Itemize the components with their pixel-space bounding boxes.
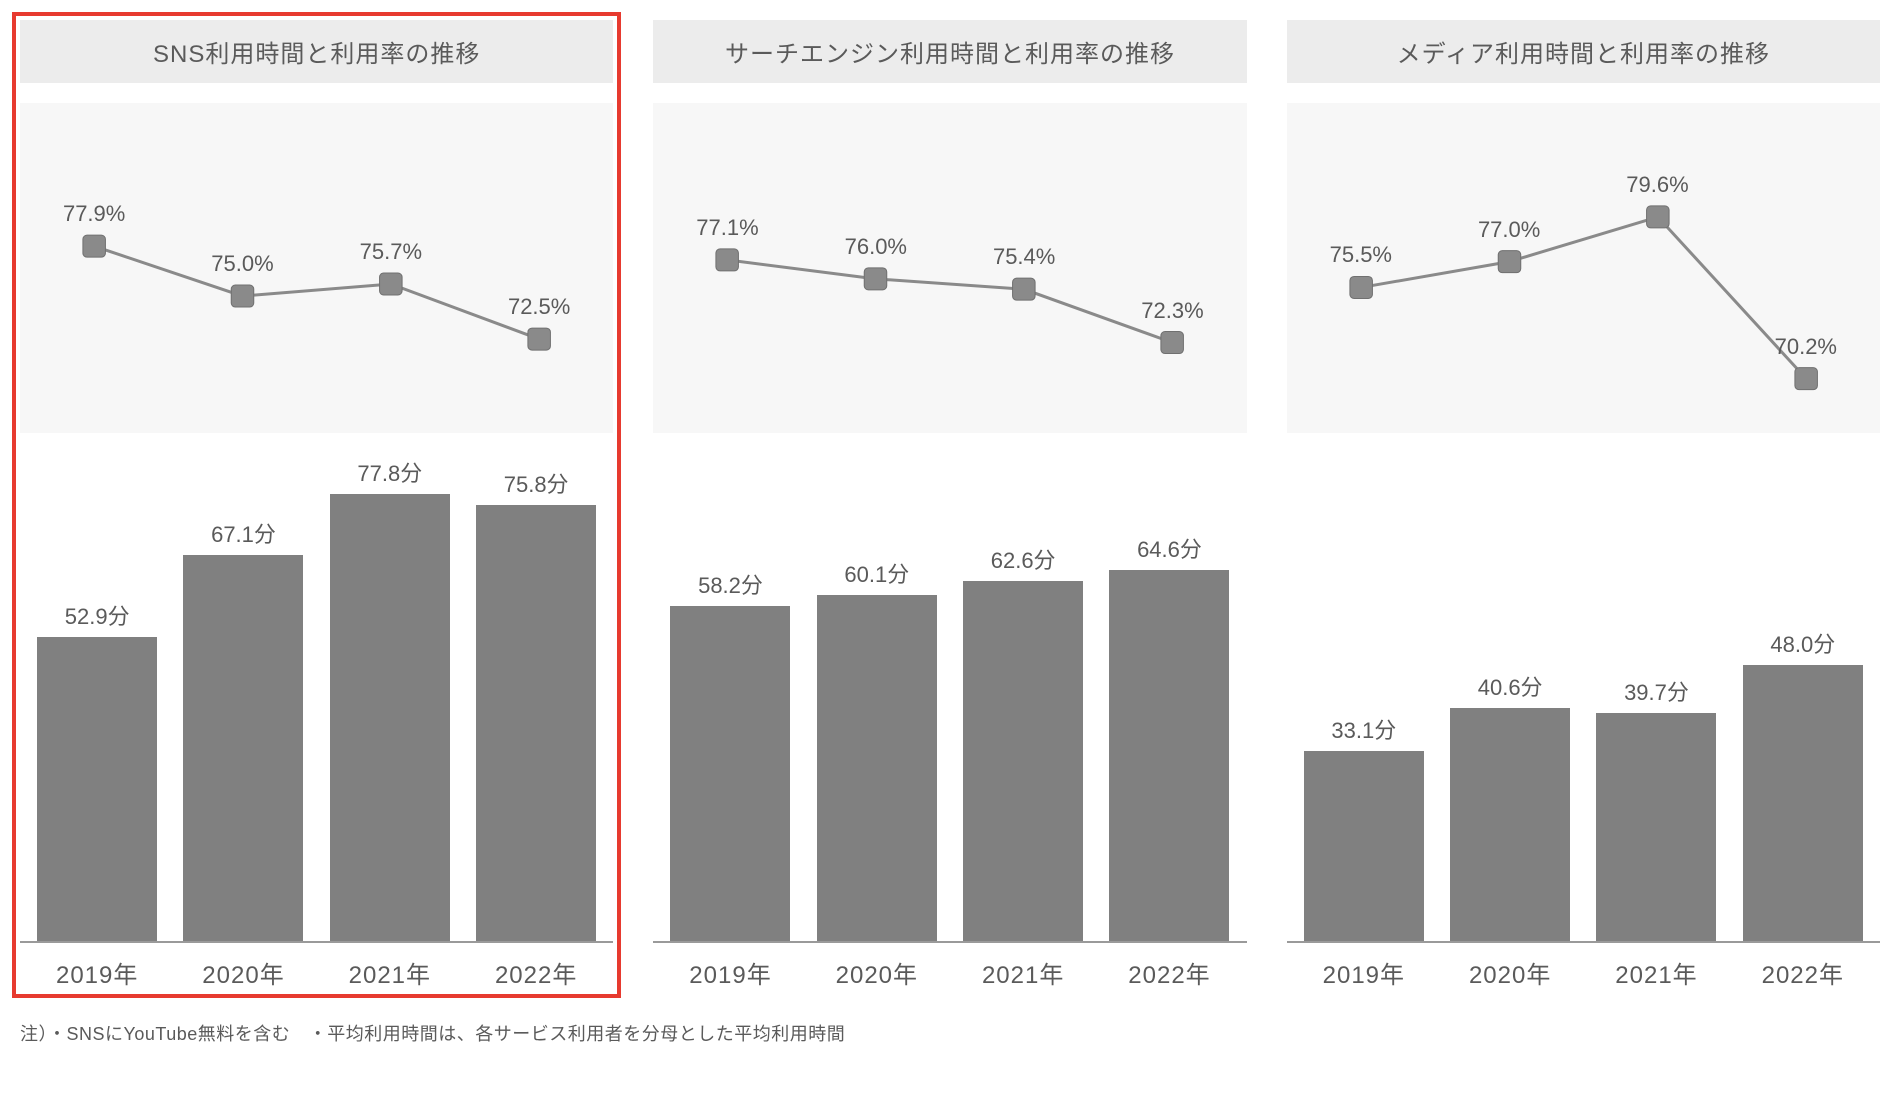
panel-title: SNS利用時間と利用率の推移 bbox=[20, 20, 613, 83]
bar-value-label: 67.1分 bbox=[211, 517, 276, 549]
line-marker bbox=[865, 268, 888, 290]
line-marker bbox=[1498, 251, 1521, 273]
x-axis-label: 2020年 bbox=[804, 955, 950, 990]
x-axis-label: 2021年 bbox=[1583, 955, 1729, 990]
line-value-label: 77.0% bbox=[1478, 217, 1540, 243]
line-marker bbox=[380, 273, 403, 295]
bar-column: 40.6分 bbox=[1437, 443, 1583, 941]
bar-value-label: 60.1分 bbox=[844, 557, 909, 589]
line-value-label: 75.0% bbox=[211, 251, 273, 277]
bar-column: 77.8分 bbox=[317, 443, 463, 941]
bar-rect bbox=[817, 595, 937, 941]
bar-value-label: 52.9分 bbox=[65, 599, 130, 631]
bar-rect bbox=[1450, 708, 1570, 941]
bar-chart: 33.1分 40.6分 39.7分 48.0分 bbox=[1287, 443, 1880, 943]
bar-value-label: 58.2分 bbox=[698, 568, 763, 600]
line-chart: 77.1% 76.0% 75.4% 72.3% bbox=[653, 103, 1246, 433]
x-axis-label: 2022年 bbox=[463, 955, 609, 990]
x-axis: 2019年2020年2021年2022年 bbox=[1287, 943, 1880, 990]
panels-container: SNS利用時間と利用率の推移 77.9% 75.0% 75.7% 72.5% 52.9分 6… bbox=[20, 20, 1880, 990]
line-value-label: 76.0% bbox=[845, 234, 907, 260]
x-axis-label: 2019年 bbox=[1291, 955, 1437, 990]
line-value-label: 75.4% bbox=[993, 244, 1055, 270]
bar-column: 75.8分 bbox=[463, 443, 609, 941]
line-marker bbox=[528, 328, 551, 350]
bar-column: 39.7分 bbox=[1583, 443, 1729, 941]
x-axis-label: 2019年 bbox=[657, 955, 803, 990]
bar-column: 60.1分 bbox=[804, 443, 950, 941]
line-value-label: 75.5% bbox=[1330, 242, 1392, 268]
bar-rect bbox=[476, 505, 596, 941]
line-value-label: 72.5% bbox=[508, 294, 570, 320]
bar-column: 33.1分 bbox=[1291, 443, 1437, 941]
bar-rect bbox=[330, 494, 450, 941]
bar-rect bbox=[1596, 713, 1716, 941]
bar-rect bbox=[1743, 665, 1863, 941]
bar-value-label: 33.1分 bbox=[1331, 713, 1396, 745]
panel-title: サーチエンジン利用時間と利用率の推移 bbox=[653, 20, 1246, 83]
bar-value-label: 77.8分 bbox=[357, 456, 422, 488]
x-axis-label: 2020年 bbox=[170, 955, 316, 990]
bar-value-label: 48.0分 bbox=[1770, 627, 1835, 659]
x-axis: 2019年2020年2021年2022年 bbox=[653, 943, 1246, 990]
panel-title: メディア利用時間と利用率の推移 bbox=[1287, 20, 1880, 83]
bar-column: 64.6分 bbox=[1096, 443, 1242, 941]
bar-column: 62.6分 bbox=[950, 443, 1096, 941]
line-marker bbox=[1646, 206, 1669, 228]
line-marker bbox=[716, 249, 739, 271]
bar-value-label: 40.6分 bbox=[1478, 670, 1543, 702]
x-axis-label: 2022年 bbox=[1096, 955, 1242, 990]
bar-column: 52.9分 bbox=[24, 443, 170, 941]
line-chart: 75.5% 77.0% 79.6% 70.2% bbox=[1287, 103, 1880, 433]
panel-search: サーチエンジン利用時間と利用率の推移 77.1% 76.0% 75.4% 72.3% 58… bbox=[653, 20, 1246, 990]
bar-rect bbox=[37, 637, 157, 941]
line-marker bbox=[1161, 332, 1184, 354]
x-axis-label: 2022年 bbox=[1730, 955, 1876, 990]
panel-media: メディア利用時間と利用率の推移 75.5% 77.0% 79.6% 70.2% 33.1分… bbox=[1287, 20, 1880, 990]
x-axis-label: 2021年 bbox=[317, 955, 463, 990]
bar-rect bbox=[963, 581, 1083, 941]
line-marker bbox=[1013, 278, 1036, 300]
line-value-label: 77.9% bbox=[63, 201, 125, 227]
line-value-label: 79.6% bbox=[1626, 172, 1688, 198]
panel-sns: SNS利用時間と利用率の推移 77.9% 75.0% 75.7% 72.5% 52.9分 6… bbox=[12, 12, 621, 998]
line-value-label: 75.7% bbox=[360, 239, 422, 265]
bar-chart: 52.9分 67.1分 77.8分 75.8分 bbox=[20, 443, 613, 943]
bar-rect bbox=[1109, 570, 1229, 941]
bar-rect bbox=[1304, 751, 1424, 941]
line-marker bbox=[83, 235, 106, 257]
bar-value-label: 75.8分 bbox=[504, 467, 569, 499]
bar-column: 67.1分 bbox=[170, 443, 316, 941]
footnote: 注）・SNSにYouTube無料を含む ・平均利用時間は、各サービス利用者を分母… bbox=[20, 1020, 1880, 1046]
line-value-label: 72.3% bbox=[1141, 298, 1203, 324]
bar-value-label: 39.7分 bbox=[1624, 675, 1689, 707]
bar-value-label: 62.6分 bbox=[991, 543, 1056, 575]
x-axis-label: 2019年 bbox=[24, 955, 170, 990]
bar-column: 58.2分 bbox=[657, 443, 803, 941]
bar-rect bbox=[183, 555, 303, 941]
bar-value-label: 64.6分 bbox=[1137, 532, 1202, 564]
x-axis-label: 2021年 bbox=[950, 955, 1096, 990]
line-marker bbox=[231, 285, 254, 307]
bar-rect bbox=[670, 606, 790, 941]
line-value-label: 70.2% bbox=[1775, 334, 1837, 360]
x-axis: 2019年2020年2021年2022年 bbox=[20, 943, 613, 990]
line-value-label: 77.1% bbox=[696, 215, 758, 241]
x-axis-label: 2020年 bbox=[1437, 955, 1583, 990]
line-chart: 77.9% 75.0% 75.7% 72.5% bbox=[20, 103, 613, 433]
line-marker bbox=[1795, 368, 1818, 390]
line-marker bbox=[1350, 276, 1373, 298]
bar-column: 48.0分 bbox=[1730, 443, 1876, 941]
bar-chart: 58.2分 60.1分 62.6分 64.6分 bbox=[653, 443, 1246, 943]
